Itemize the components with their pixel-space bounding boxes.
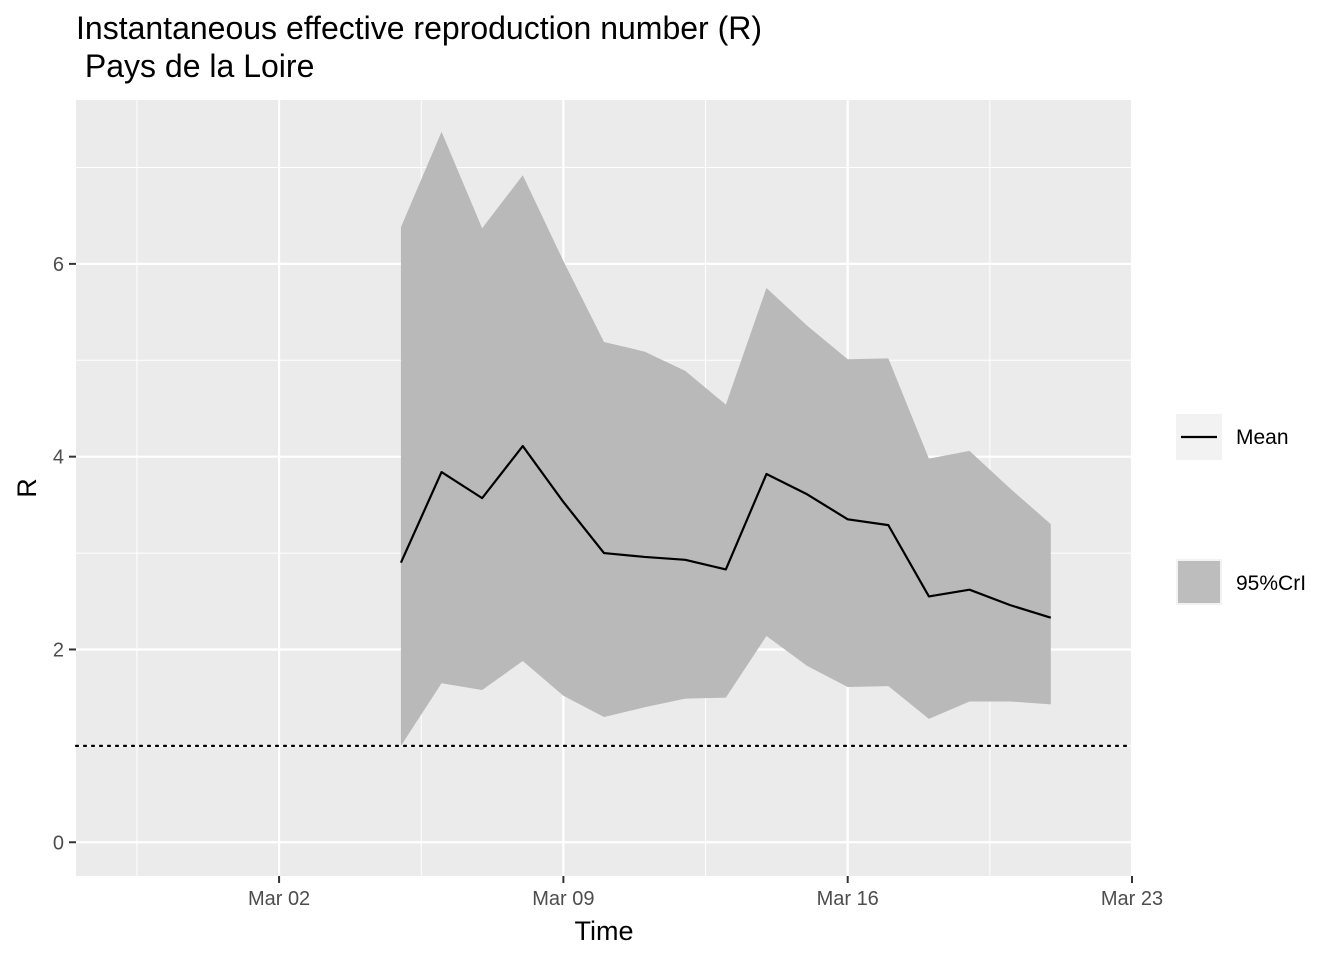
- legend-label-ribbon: 95%CrI: [1236, 572, 1306, 595]
- y-axis-title: R: [12, 478, 42, 498]
- legend: Mean 95%CrI: [1176, 414, 1306, 605]
- mean-line: [399, 444, 1052, 619]
- x-tick-label: Mar 16: [817, 888, 879, 910]
- legend-label-mean: Mean: [1236, 426, 1289, 449]
- y-tick-label: 4: [53, 447, 64, 469]
- y-tick-label: 6: [53, 254, 64, 276]
- credible-interval-ribbon: [400, 131, 1051, 746]
- axes: 0 2 4 6 Mar 02 Mar 09 Mar 16 Mar 23: [53, 254, 1163, 910]
- x-tick-label: Mar 09: [532, 888, 594, 910]
- chart-title: Instantaneous effective reproduction num…: [76, 10, 763, 46]
- y-tick-label: 0: [53, 832, 64, 854]
- x-tick-label: Mar 02: [248, 888, 310, 910]
- x-tick-label: Mar 23: [1101, 888, 1163, 910]
- legend-key-ribbon: [1178, 561, 1220, 603]
- data-marks: [74, 131, 1134, 747]
- chart-subtitle: Pays de la Loire: [76, 48, 315, 84]
- x-axis-title: Time: [575, 916, 634, 946]
- y-tick-label: 2: [53, 639, 64, 661]
